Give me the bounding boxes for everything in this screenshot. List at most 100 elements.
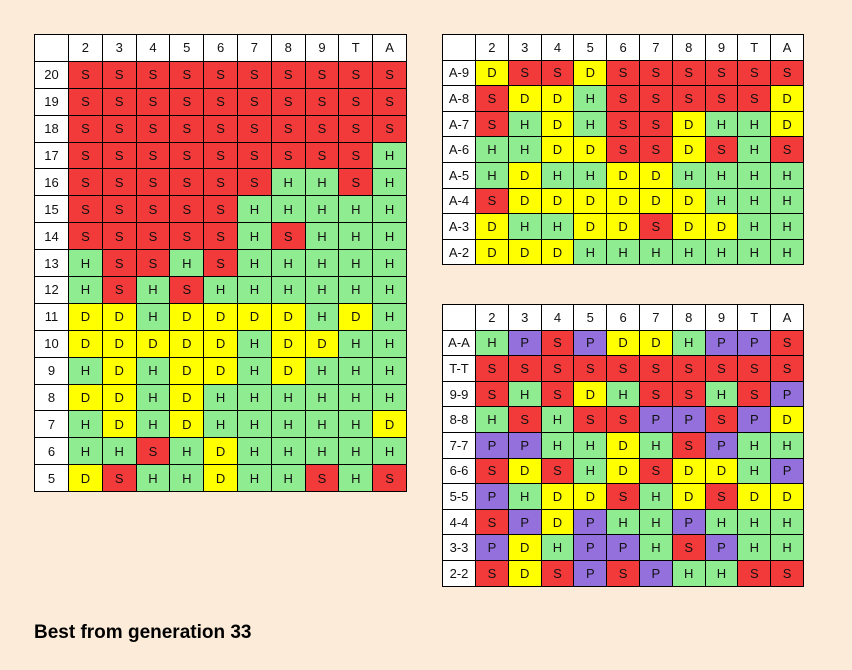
action-cell: S [606,406,640,433]
action-cell: D [203,464,238,493]
action-cell: S [68,60,103,89]
action-cell: S [135,195,171,224]
action-cell: D [671,110,706,138]
action-cell: S [236,168,272,197]
action-cell: H [135,302,171,331]
action-cell: S [135,222,171,251]
row-label: 9 [34,356,69,385]
action-cell: H [770,534,804,561]
action-cell: P [573,508,608,536]
action-cell: H [338,276,374,304]
row-label: A-6 [442,136,476,163]
action-cell: S [507,59,542,87]
action-cell: S [671,534,706,561]
action-cell: H [704,161,739,189]
action-cell: H [203,410,238,439]
action-cell: H [304,437,340,466]
action-cell: D [540,85,575,112]
action-cell: S [135,168,171,197]
dealer-upcard-header: T [338,34,374,62]
action-cell: S [236,141,272,170]
action-cell: H [270,168,306,197]
action-cell: D [638,329,673,357]
action-cell: H [169,249,205,278]
action-cell: H [704,187,739,215]
action-cell: H [236,383,272,412]
action-cell: D [475,238,509,266]
action-cell: H [304,356,340,385]
action-cell: P [573,559,608,587]
action-cell: H [372,437,407,466]
action-cell: S [540,329,575,357]
action-cell: S [540,59,575,87]
hard-totals-table: 2 3 4 5 6 7 8 9 T A 20 S S S S S S S S S S 19 S S S S S S S S S S 18 S S S S… [34,34,407,493]
action-cell: H [236,276,272,304]
table-row: 19 S S S S S S S S S S [34,87,407,116]
action-cell: D [671,483,706,510]
dealer-upcard-header: 6 [606,304,640,331]
action-cell: D [507,457,542,485]
action-cell: D [475,213,509,240]
action-cell: D [68,383,103,412]
action-cell: P [704,329,739,357]
row-label: 8-8 [442,406,476,433]
action-cell: S [135,114,171,143]
table-row: A-2 D D D H H H H H H H [442,238,804,266]
action-cell: S [573,355,608,382]
action-cell: D [101,356,137,385]
action-cell: S [671,85,706,112]
action-cell: H [671,161,706,189]
action-cell: H [671,559,706,587]
table-row: 15 S S S S S H H H H H [34,195,407,224]
action-cell: S [338,87,374,116]
action-cell: S [304,87,340,116]
action-cell: P [507,329,542,357]
row-label: 13 [34,249,69,278]
action-cell: H [338,195,374,224]
dealer-upcard-header: 7 [638,304,673,331]
action-cell: S [101,141,137,170]
action-cell: H [101,437,137,466]
action-cell: D [540,187,575,215]
action-cell: S [737,59,772,87]
action-cell: H [304,276,340,304]
dealer-upcard-header: 8 [270,34,306,62]
action-cell: H [372,141,407,170]
dealer-upcard-header: 7 [236,34,272,62]
action-cell: D [203,437,238,466]
action-cell: S [737,85,772,112]
action-cell: S [638,380,673,408]
action-cell: H [737,431,772,459]
dealer-upcard-header: 3 [507,34,542,61]
action-cell: D [638,161,673,189]
action-cell: S [573,406,608,433]
action-cell: H [737,238,772,266]
dealer-upcard-header: 2 [68,34,103,62]
action-cell: S [372,60,407,89]
action-cell: H [135,356,171,385]
action-cell: H [540,161,575,189]
row-label: 19 [34,87,69,116]
action-cell: H [671,329,706,357]
action-cell: S [606,110,640,138]
action-cell: H [540,213,575,240]
action-cell: S [475,187,509,215]
action-cell: H [372,356,407,385]
action-cell: H [737,213,772,240]
action-cell: H [573,85,608,112]
table-row: 3-3 P D H P P H S P H H [442,534,804,561]
row-label: A-4 [442,187,476,215]
row-label: 4-4 [442,508,476,536]
action-cell: S [169,276,205,304]
action-cell: H [770,431,804,459]
action-cell: S [203,222,238,251]
action-cell: S [638,213,673,240]
row-label: 20 [34,60,69,89]
action-cell: S [203,195,238,224]
action-cell: D [540,136,575,163]
row-label: 5-5 [442,483,476,510]
table-row: A-6 H H D D S S D S H S [442,136,804,163]
action-cell: D [704,213,739,240]
